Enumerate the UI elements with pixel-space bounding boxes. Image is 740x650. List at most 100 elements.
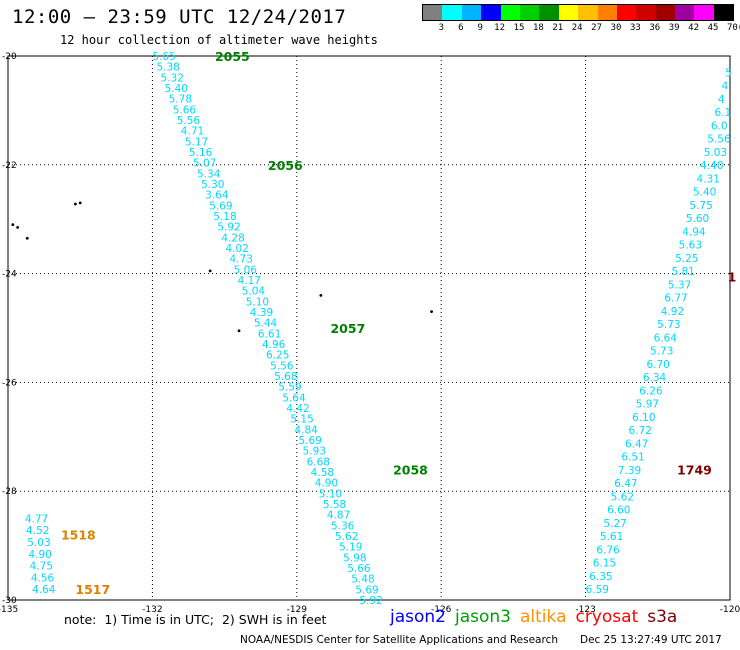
swh-value: 5 <box>725 67 732 79</box>
swh-value: 5.73 <box>650 346 673 358</box>
swh-value: 5.73 <box>657 319 680 331</box>
swh-value: 6.64 <box>654 332 678 344</box>
legend-unit: (ft) <box>738 23 740 33</box>
swh-value: 6.15 <box>593 558 616 570</box>
legend-label: 18 <box>532 23 544 33</box>
legend-label: 42 <box>688 23 700 33</box>
swh-value: 6.70 <box>646 359 669 371</box>
legend-swatch <box>442 5 462 20</box>
islands-layer <box>11 201 433 333</box>
x-tick-label: -132 <box>142 605 162 615</box>
swh-value: 6.76 <box>596 544 620 556</box>
island-dot <box>11 223 15 227</box>
swh-value: 4.92 <box>661 306 684 318</box>
swh-value: 5.16 <box>189 147 213 159</box>
swh-value: 4.71 <box>181 126 204 138</box>
pass-labels: 2055 2056 2057 2058 1518 1517 1749 1 <box>61 49 736 597</box>
swh-value: 5.17 <box>185 136 208 148</box>
swh-value: 5.78 <box>169 94 192 106</box>
swh-value: 5.10 <box>246 296 269 308</box>
swh-value: 6.1 <box>714 107 731 119</box>
swh-value: 4.42 <box>286 403 309 415</box>
units-note: note: 1) Time is in UTC; 2) SWH is in fe… <box>64 612 327 627</box>
swh-value: 4.84 <box>294 424 318 436</box>
legend-swatch <box>578 5 598 20</box>
swh-value: 6.25 <box>266 350 289 362</box>
swh-value: 4.75 <box>30 561 53 573</box>
swh-value: 6.77 <box>664 293 687 305</box>
x-tick-label: -129 <box>287 605 308 615</box>
legend-swatch <box>597 5 617 20</box>
pass-number: 1 <box>728 269 737 284</box>
legend-label: 39 <box>668 23 680 33</box>
island-dot <box>25 236 29 240</box>
y-tick-label: -24 <box>2 270 17 280</box>
map-title: 12:00 – 23:59 UTC 12/24/2017 <box>12 6 347 28</box>
legend-swatch <box>423 5 443 20</box>
credit-line: NOAA/NESDIS Center for Satellite Applica… <box>240 634 558 646</box>
swh-value: 5.97 <box>636 399 659 411</box>
swh-value: 5.58 <box>323 499 346 511</box>
legend-label: 70 <box>726 23 738 33</box>
swh-value: 5.03 <box>27 537 50 549</box>
swh-value: 4.87 <box>327 510 350 522</box>
swh-value: 5.30 <box>201 179 224 191</box>
swh-value: 5.56 <box>707 134 731 146</box>
swh-value: 5.69 <box>298 435 321 447</box>
swh-tracks: 5.655.385.325.405.785.665.564.715.175.16… <box>25 51 732 607</box>
legend-swatch <box>694 5 714 20</box>
island-dot <box>319 293 323 297</box>
swh-value: 5.18 <box>213 211 236 223</box>
legend-swatch <box>461 5 482 20</box>
swh-value: 4.58 <box>311 467 334 479</box>
swh-value: 6.35 <box>589 571 612 583</box>
swh-value: 6.47 <box>625 438 648 450</box>
generated-timestamp: Dec 25 13:27:49 UTC 2017 <box>580 634 722 646</box>
swh-value: 5.68 <box>274 371 297 383</box>
swh-value: 5.92 <box>359 595 382 607</box>
swh-value: 4.17 <box>238 275 261 287</box>
pass-number: 2057 <box>330 321 365 336</box>
swh-value: 5.27 <box>603 518 626 530</box>
island-dot <box>208 269 212 273</box>
swh-value: 4.77 <box>25 513 48 525</box>
y-tick-label: -20 <box>2 52 17 62</box>
pass-number: 2058 <box>393 462 428 477</box>
pass-number: 2055 <box>215 49 250 64</box>
satellite-name: jason3 <box>455 607 511 627</box>
island-dot <box>73 202 77 206</box>
swh-value: 4.73 <box>230 254 253 266</box>
satellite-legend: jason2 jason3 altika cryosat s3a <box>390 607 686 627</box>
swh-value: 6.60 <box>607 505 630 517</box>
swh-value: 5.56 <box>270 360 294 372</box>
pass-number: 1749 <box>677 462 712 477</box>
swh-value: 5.92 <box>217 222 240 234</box>
swh-value: 4.39 <box>250 307 273 319</box>
island-dot <box>78 201 82 205</box>
legend-label: 36 <box>649 23 661 33</box>
swh-value: 5.10 <box>319 488 342 500</box>
y-tick-label: -26 <box>2 378 17 388</box>
legend-swatch <box>636 5 656 20</box>
map-subtitle: 12 hour collection of altimeter wave hei… <box>60 33 378 47</box>
legend-label: 12 <box>494 23 506 33</box>
legend-label: 21 <box>552 23 564 33</box>
legend-label: 24 <box>571 23 583 33</box>
swh-value: 5.36 <box>331 520 355 532</box>
x-tick-label: -135 <box>0 605 18 615</box>
swh-value: 4.90 <box>315 478 338 490</box>
lon-lat-grid <box>8 56 730 600</box>
island-dot <box>430 310 433 314</box>
swh-value: 5.03 <box>704 147 727 159</box>
swh-value: 5.62 <box>335 531 358 543</box>
swh-value: 6.59 <box>586 584 609 596</box>
swh-value: 5.07 <box>193 158 216 170</box>
swh-value: 6.26 <box>639 385 663 397</box>
swh-value: 5.40 <box>165 83 188 95</box>
swh-value: 5.98 <box>343 552 366 564</box>
swh-value: 4.40 <box>700 160 723 172</box>
legend-label: 3 <box>438 23 445 33</box>
swh-value: 6.47 <box>614 478 637 490</box>
y-tick-label: -30 <box>2 596 17 606</box>
